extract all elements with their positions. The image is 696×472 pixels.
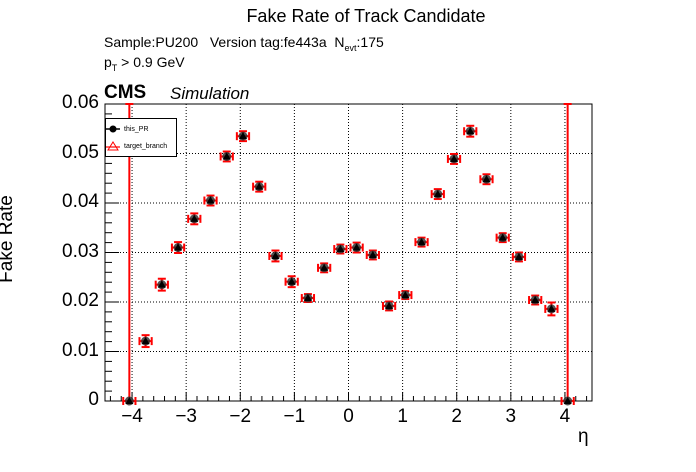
black-circle-marker-icon — [106, 125, 120, 133]
pt-cut-label: pT > 0.9 GeV — [104, 54, 185, 73]
y-tick-label: 0.05 — [62, 141, 99, 163]
version-label: Version tag:fe443a — [209, 34, 327, 50]
y-tick-label: 0.04 — [62, 191, 99, 212]
legend-item-this-pr: this_PR — [106, 122, 149, 136]
y-tick-label: 0.06 — [62, 92, 99, 113]
x-tick-label: −1 — [283, 406, 306, 427]
x-tick-label: 3 — [505, 406, 517, 427]
y-tick-label: 0.01 — [62, 339, 99, 361]
x-tick-label: 0 — [343, 406, 354, 427]
x-tick-label: −2 — [229, 406, 252, 427]
cms-label: CMS — [104, 82, 147, 103]
x-tick-label: 2 — [451, 406, 462, 427]
legend: this_PR target_branch — [105, 118, 177, 157]
x-tick-label: −3 — [175, 406, 197, 427]
red-triangle-marker-icon — [106, 141, 120, 151]
sample-label: Sample:PU200 — [104, 34, 199, 50]
y-tick-label: 0.03 — [62, 240, 99, 262]
sample-info: Sample:PU200 Version tag:fe443a Nevt:175 — [104, 34, 384, 53]
x-tick-label: −4 — [121, 406, 143, 427]
nevt-label: Nevt:175 — [334, 34, 384, 53]
y-tick-label: 0.02 — [62, 290, 99, 311]
x-tick-label: 1 — [397, 406, 408, 427]
chart-title: Fake Rate of Track Candidate — [246, 6, 486, 26]
x-tick-label: 4 — [559, 406, 571, 427]
legend-item-target-branch: target_branch — [106, 139, 167, 153]
y-tick-label: 0 — [88, 389, 99, 410]
simulation-label: Simulation — [170, 84, 250, 103]
x-axis-label: η — [578, 426, 589, 447]
